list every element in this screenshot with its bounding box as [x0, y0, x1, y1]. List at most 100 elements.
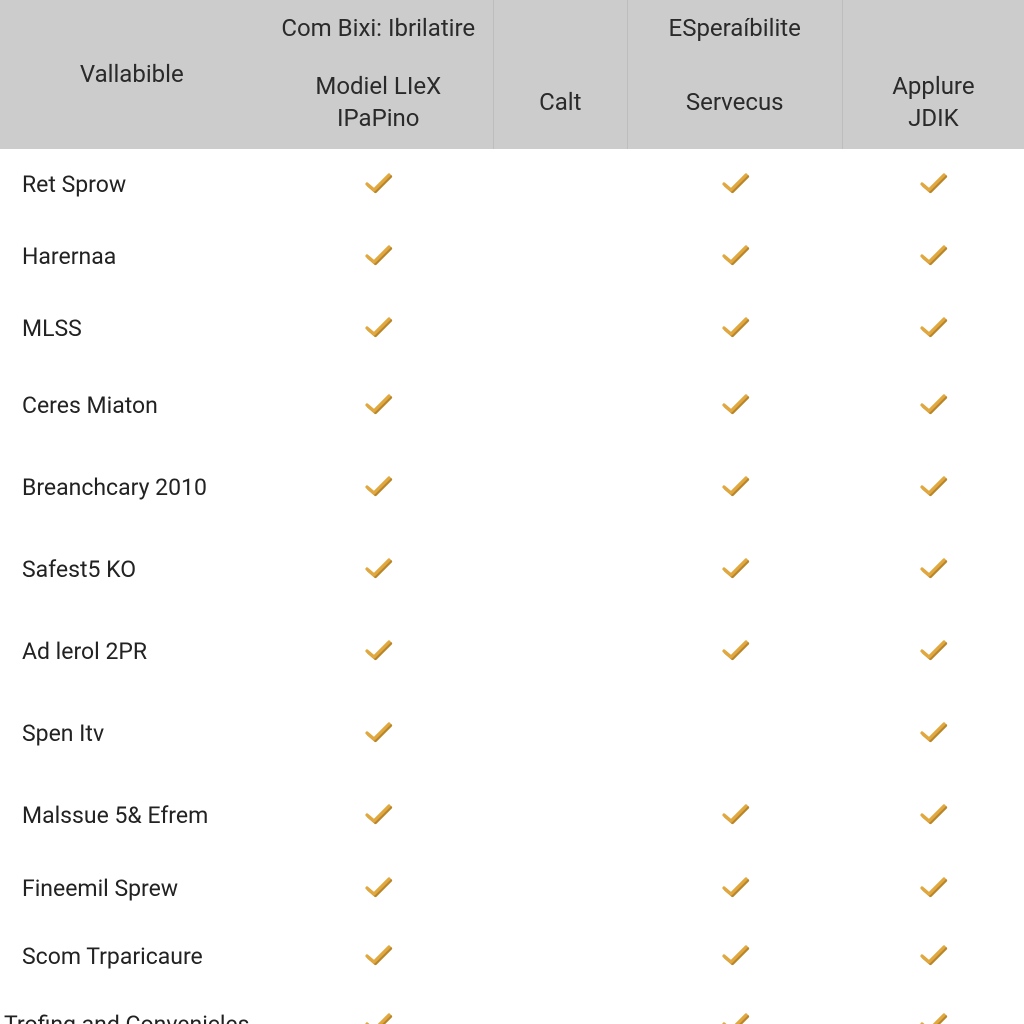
table-row: Safest5 KO	[0, 529, 1024, 611]
check-icon	[363, 242, 393, 266]
value-cell-colA	[264, 693, 494, 775]
value-cell-colC	[627, 857, 842, 921]
table-row: MLSS	[0, 293, 1024, 365]
feature-cell: Ad lerol 2PR	[0, 611, 264, 693]
value-cell-colD	[842, 293, 1024, 365]
value-cell-colB	[493, 921, 627, 993]
column-superheader-label: ESperaíbilite	[669, 14, 801, 42]
feature-cell: Spen Itv	[0, 693, 264, 775]
table-row: Fineemil Sprew	[0, 857, 1024, 921]
value-cell-colA	[264, 221, 494, 293]
table-row: Scom Trparicaure	[0, 921, 1024, 993]
value-cell-colD	[842, 149, 1024, 221]
value-cell-colD	[842, 365, 1024, 447]
value-cell-colC	[627, 149, 842, 221]
check-icon	[363, 942, 393, 966]
feature-cell: MLSS	[0, 293, 264, 365]
feature-label: Spen Itv	[22, 720, 104, 747]
table-row: Trofing and Convenicles	[0, 993, 1024, 1024]
feature-label: Malssue 5& Efrem	[22, 802, 208, 829]
column-superheader-colB	[493, 0, 627, 56]
column-header-label: IPaPino	[272, 102, 485, 134]
check-icon	[363, 874, 393, 898]
value-cell-colA	[264, 611, 494, 693]
check-icon	[720, 242, 750, 266]
check-icon	[363, 1010, 393, 1024]
value-cell-colD	[842, 611, 1024, 693]
check-icon	[720, 1010, 750, 1024]
value-cell-colC	[627, 293, 842, 365]
check-icon	[918, 391, 948, 415]
value-cell-colD	[842, 693, 1024, 775]
check-icon	[918, 801, 948, 825]
check-icon	[918, 473, 948, 497]
value-cell-colC	[627, 611, 842, 693]
check-icon	[363, 719, 393, 743]
check-icon	[918, 314, 948, 338]
value-cell-colA	[264, 775, 494, 857]
column-header-label: Modiel LIeX	[272, 70, 485, 102]
column-superheader-colD	[842, 0, 1024, 56]
feature-label: Trofing and Convenicles	[4, 1011, 250, 1024]
check-icon	[918, 170, 948, 194]
check-icon	[918, 555, 948, 579]
value-cell-colB	[493, 149, 627, 221]
column-header-label: Applure	[851, 70, 1016, 102]
value-cell-colC	[627, 365, 842, 447]
feature-cell: Malssue 5& Efrem	[0, 775, 264, 857]
column-header-label: Vallabible	[80, 60, 184, 88]
value-cell-colD	[842, 221, 1024, 293]
check-icon	[363, 314, 393, 338]
check-icon	[363, 801, 393, 825]
table-superheader-row: VallabibleCom Bixi: Ibrilatire ESperaíbi…	[0, 0, 1024, 56]
column-header-label: JDIK	[851, 102, 1016, 134]
table-row: Malssue 5& Efrem	[0, 775, 1024, 857]
value-cell-colB	[493, 293, 627, 365]
value-cell-colA	[264, 365, 494, 447]
value-cell-colD	[842, 775, 1024, 857]
check-icon	[363, 555, 393, 579]
value-cell-colA	[264, 529, 494, 611]
check-icon	[918, 874, 948, 898]
check-icon	[720, 801, 750, 825]
value-cell-colB	[493, 775, 627, 857]
column-header-colD: ApplureJDIK	[842, 56, 1024, 149]
column-superheader-colC: ESperaíbilite	[627, 0, 842, 56]
check-icon	[363, 473, 393, 497]
check-icon	[720, 942, 750, 966]
feature-label: Ret Sprow	[22, 171, 126, 198]
value-cell-colB	[493, 857, 627, 921]
column-superheader-label: Com Bixi: Ibrilatire	[281, 14, 475, 42]
value-cell-colD	[842, 857, 1024, 921]
check-icon	[720, 637, 750, 661]
column-header-colA: Modiel LIeXIPaPino	[264, 56, 494, 149]
feature-label: Harernaa	[22, 243, 116, 270]
column-superheader-colA: Com Bixi: Ibrilatire	[264, 0, 494, 56]
column-header-colB: Calt	[493, 56, 627, 149]
check-icon	[363, 170, 393, 194]
check-icon	[918, 1010, 948, 1024]
feature-cell: Safest5 KO	[0, 529, 264, 611]
check-icon	[720, 170, 750, 194]
column-header-label: Calt	[502, 86, 619, 118]
feature-cell: Breanchcary 2010	[0, 447, 264, 529]
check-icon	[720, 555, 750, 579]
feature-cell: Scom Trparicaure	[0, 921, 264, 993]
value-cell-colA	[264, 293, 494, 365]
value-cell-colC	[627, 693, 842, 775]
feature-comparison-table: Vallabible Com Bixi: Ibrilatire ESperaíbi…	[0, 0, 1024, 1024]
feature-label: MLSS	[22, 315, 82, 342]
check-icon	[918, 637, 948, 661]
value-cell-colB	[493, 993, 627, 1024]
feature-cell: Trofing and Convenicles	[0, 993, 264, 1024]
value-cell-colB	[493, 693, 627, 775]
value-cell-colC	[627, 529, 842, 611]
check-icon	[363, 637, 393, 661]
value-cell-colA	[264, 921, 494, 993]
feature-label: Safest5 KO	[22, 556, 136, 583]
value-cell-colA	[264, 993, 494, 1024]
value-cell-colD	[842, 447, 1024, 529]
check-icon	[720, 874, 750, 898]
value-cell-colC	[627, 993, 842, 1024]
value-cell-colB	[493, 447, 627, 529]
